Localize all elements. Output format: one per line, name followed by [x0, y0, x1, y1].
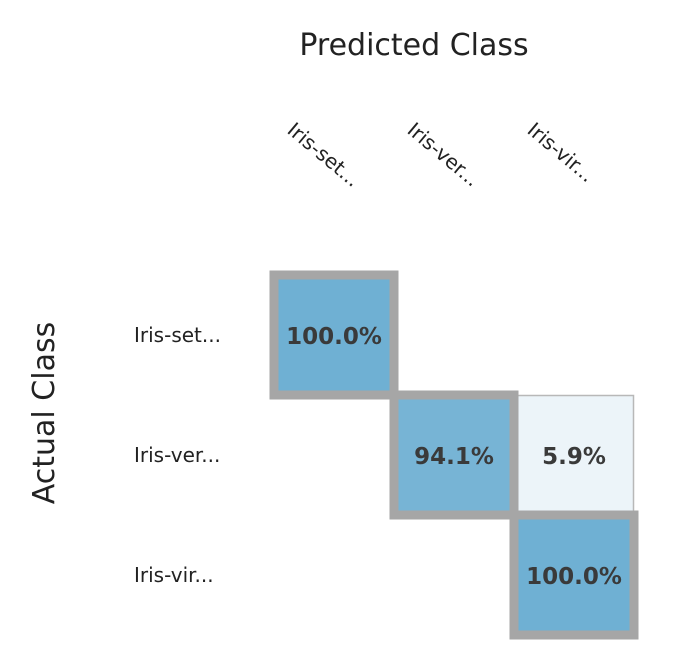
- cell-value-label: 100.0%: [286, 324, 382, 350]
- heatmap-cell: [273, 274, 395, 396]
- x-tick-labels: Iris-set... Iris-ver... Iris-vir...: [283, 117, 599, 191]
- x-tick-label: Iris-vir...: [523, 117, 599, 187]
- y-tick-label: Iris-set...: [134, 323, 221, 347]
- diagonal-highlight: [509, 510, 639, 640]
- heatmap-cell: [393, 394, 515, 516]
- y-tick-labels: Iris-set... Iris-ver... Iris-vir...: [134, 323, 221, 587]
- heatmap-cells: [273, 274, 635, 636]
- cell-value-label: 5.9%: [542, 444, 606, 470]
- x-tick-label: Iris-set...: [283, 117, 365, 191]
- cell-value-label: 94.1%: [414, 444, 494, 470]
- x-axis-title: Predicted Class: [299, 28, 528, 63]
- diagonal-highlight: [389, 390, 519, 520]
- y-tick-label: Iris-vir...: [134, 563, 214, 587]
- diagonal-highlight: [269, 270, 399, 400]
- diagonal-highlights: [269, 270, 639, 640]
- cell-value-labels: 100.0% 94.1% 5.9% 100.0%: [286, 324, 622, 590]
- y-axis-title: Actual Class: [27, 322, 62, 504]
- heatmap-cell: [513, 514, 635, 636]
- x-tick-label: Iris-ver...: [403, 117, 485, 191]
- y-tick-label: Iris-ver...: [134, 443, 220, 467]
- heatmap-cell: [513, 394, 635, 516]
- cell-value-label: 100.0%: [526, 564, 622, 590]
